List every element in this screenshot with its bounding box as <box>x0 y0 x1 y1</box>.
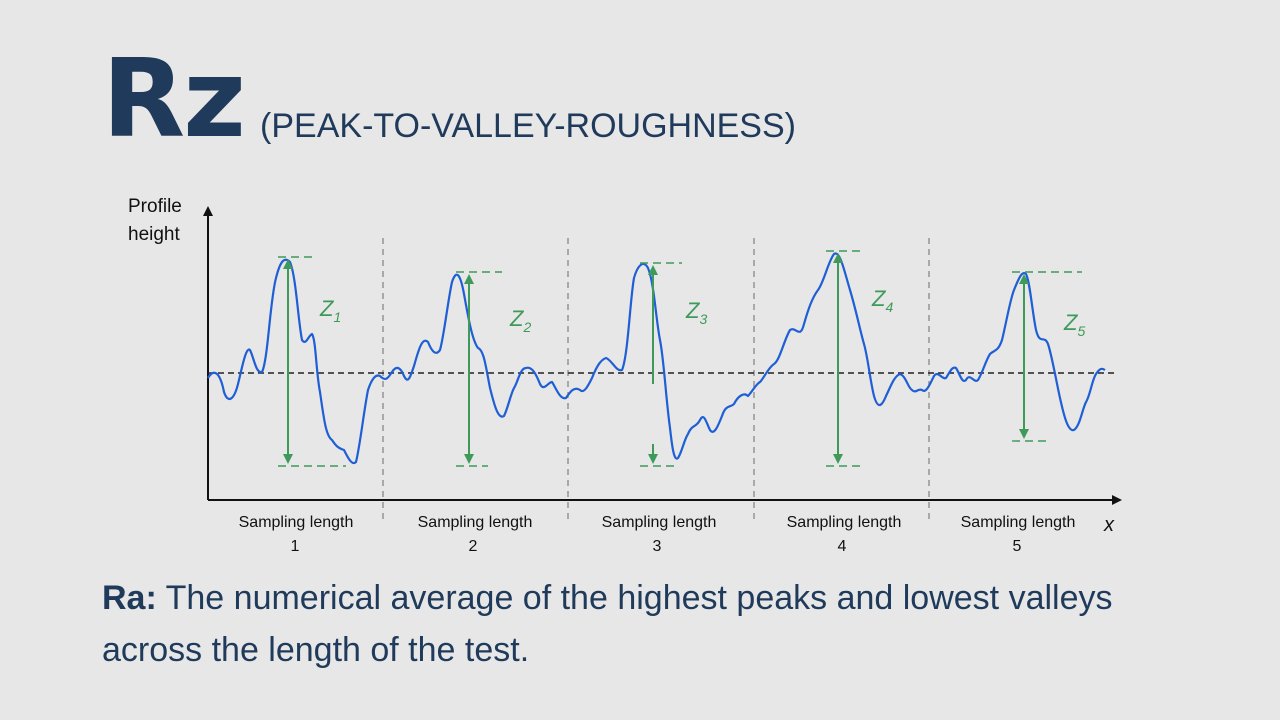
segment-label-4: Sampling length <box>787 514 902 531</box>
page-subtitle: (PEAK-TO-VALLEY-ROUGHNESS) <box>260 107 796 145</box>
segment-number-5: 5 <box>1013 538 1022 555</box>
segment-label-2: Sampling length <box>418 514 533 531</box>
segment-number-4: 4 <box>838 538 847 555</box>
profile-curve <box>207 252 1106 465</box>
segment-label-3: Sampling length <box>602 514 717 531</box>
caption-text: The numerical average of the highest pea… <box>102 579 1113 669</box>
roughness-profile-diagram: Profile height x Z1 Z2 Z3 Z4 Z5 Sampling… <box>128 196 1122 555</box>
z-label-1: Z1 <box>319 296 341 325</box>
z-label-4: Z4 <box>871 286 893 315</box>
x-axis-label: x <box>1103 514 1115 536</box>
y-axis-label-line2: height <box>128 224 180 245</box>
z-label-3: Z3 <box>685 298 707 327</box>
y-axis-label-line1: Profile <box>128 196 182 217</box>
segment-number-1: 1 <box>291 538 300 555</box>
segment-number-2: 2 <box>469 538 478 555</box>
segment-number-3: 3 <box>653 538 662 555</box>
caption-term: Ra: <box>102 579 157 617</box>
segment-label-1: Sampling length <box>239 514 354 531</box>
z-label-5: Z5 <box>1063 310 1085 339</box>
page-title: Rz <box>102 37 246 162</box>
caption: Ra: The numerical average of the highest… <box>102 572 1182 676</box>
title-row: Rz (PEAK-TO-VALLEY-ROUGHNESS) <box>102 37 796 162</box>
z-label-2: Z2 <box>509 306 531 335</box>
segment-label-5: Sampling length <box>961 514 1076 531</box>
